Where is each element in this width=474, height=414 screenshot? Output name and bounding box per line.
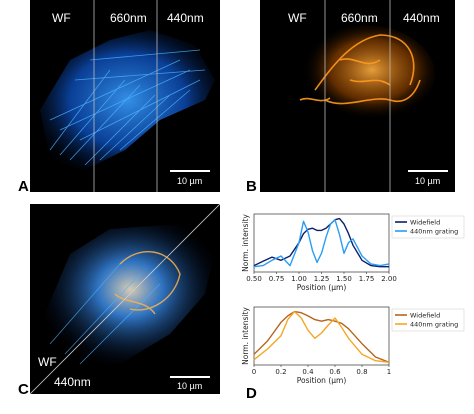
x-axis-label: Position (µm) xyxy=(297,376,347,385)
panel-a-scale-bar xyxy=(170,170,210,172)
x-axis-label: Position (µm) xyxy=(297,283,347,292)
x-tick-label: 0.8 xyxy=(356,368,367,376)
panel-c-scale-bar xyxy=(170,376,210,378)
chart-bottom-svg: 0 0.2 0.4 0.6 0.8 1 Position (µm) Norm. intensi… xyxy=(241,306,465,385)
legend-label-0: Widefield xyxy=(410,219,440,227)
chart-top-svg: 0.50 0.75 1.00 1.25 1.50 1.75 2.00 Position (µm… xyxy=(241,213,465,292)
y-axis-label: Norm. intensity xyxy=(241,214,250,272)
panel-b-scale-text: 10 µm xyxy=(415,176,441,186)
panel-b-label-660: 660nm xyxy=(341,11,378,25)
plot-frame xyxy=(253,306,390,366)
panel-b-label-wf: WF xyxy=(288,11,307,25)
x-tick-label: 0.2 xyxy=(275,368,286,376)
series-line-1 xyxy=(253,219,390,268)
panel-c-image: WF 440nm 10 µm xyxy=(30,204,220,394)
panel-d-letter: D xyxy=(246,385,257,402)
merged-cell-image xyxy=(30,204,220,394)
x-tick-label: 1.00 xyxy=(291,275,307,283)
x-tick-label: 1.25 xyxy=(314,275,330,283)
x-tick-label: 2.00 xyxy=(381,275,397,283)
panel-c-label-wf: WF xyxy=(38,355,57,369)
plot-frame xyxy=(253,213,390,273)
panel-a-scale-text: 10 µm xyxy=(177,176,203,186)
legend-label-1: 440nm grating xyxy=(410,321,458,329)
panel-a-label-660: 660nm xyxy=(110,11,147,25)
orange-cell-image xyxy=(295,0,435,192)
chart-bottom: 0 0.2 0.4 0.6 0.8 1 Position (µm) Norm. intensi… xyxy=(232,305,472,395)
panel-a-label-wf: WF xyxy=(52,11,71,25)
panel-a-letter: A xyxy=(18,178,29,195)
panel-b-image: WF 660nm 440nm 10 µm xyxy=(260,0,455,192)
x-tick-label: 0.4 xyxy=(302,368,314,376)
x-tick-label: 0 xyxy=(252,368,256,376)
panel-b-letter: B xyxy=(246,178,257,195)
legend-box xyxy=(391,215,465,239)
blue-cell-image xyxy=(40,0,215,192)
chart-top: 0.50 0.75 1.00 1.25 1.50 1.75 2.00 Position (µm… xyxy=(232,212,472,302)
panel-c-letter: C xyxy=(18,381,29,398)
panel-c-label-440: 440nm xyxy=(54,375,91,389)
panel-a-label-440: 440nm xyxy=(167,11,204,25)
series-line-1 xyxy=(253,310,390,363)
series-line-0 xyxy=(253,217,389,268)
panel-b-scale-bar xyxy=(408,170,448,172)
panel-c-scale-text: 10 µm xyxy=(177,381,203,391)
legend-label-0: Widefield xyxy=(410,312,440,320)
panel-b-label-440: 440nm xyxy=(403,11,440,25)
panel-a-image: WF 660nm 440nm 10 µm xyxy=(30,0,220,192)
x-tick-label: 1 xyxy=(387,368,391,376)
x-tick-label: 0.75 xyxy=(269,275,285,283)
x-tick-label: 0.6 xyxy=(329,368,341,376)
series-line-0 xyxy=(253,310,390,363)
y-axis-label: Norm. intensity xyxy=(241,307,250,365)
x-tick-label: 1.50 xyxy=(336,275,352,283)
legend-label-1: 440nm grating xyxy=(410,228,458,236)
legend-box xyxy=(391,308,465,332)
x-tick-label: 0.50 xyxy=(246,275,262,283)
x-tick-label: 1.75 xyxy=(359,275,375,283)
